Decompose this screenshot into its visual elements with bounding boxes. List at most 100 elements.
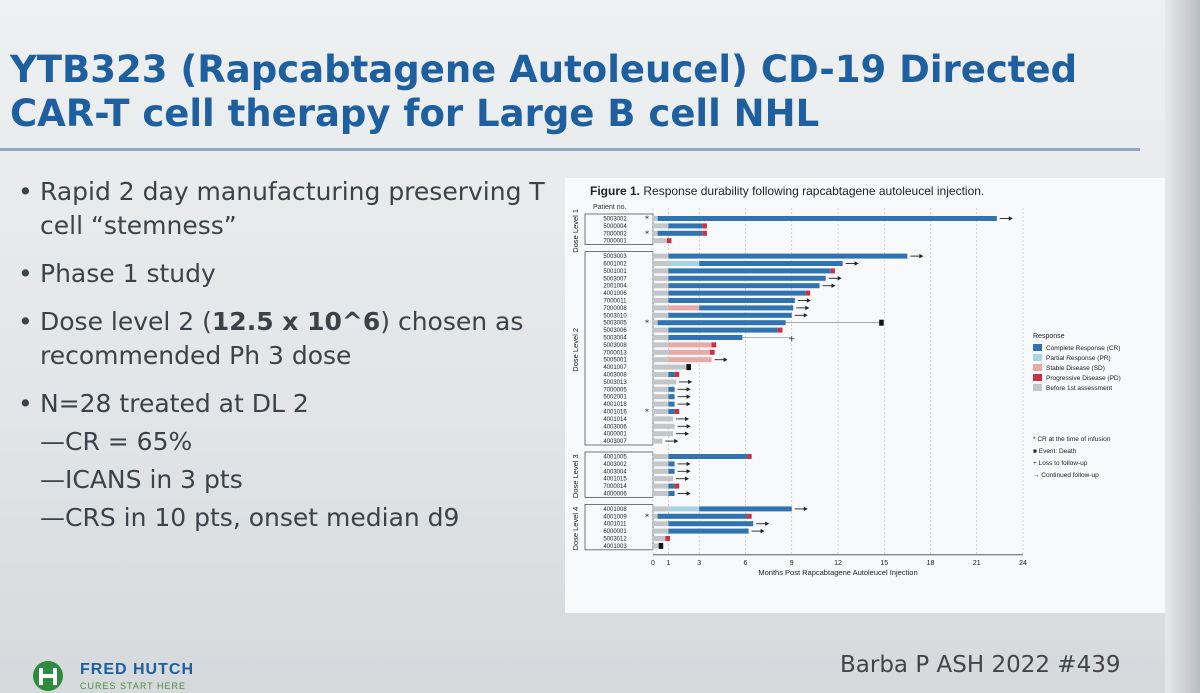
symbol-legend-label: ■ Event: Death xyxy=(1033,448,1077,455)
response-bar-before xyxy=(653,386,669,392)
response-bar-sd xyxy=(668,305,700,311)
response-bar-before xyxy=(653,261,669,266)
dose-group-label: Dose Level 2 xyxy=(571,328,580,372)
patient-id: 5003013 xyxy=(603,380,627,386)
response-bar-cr xyxy=(668,253,908,259)
bullet-item: Dose level 2 (12.5 x 10^6) chosen as rec… xyxy=(18,305,578,373)
response-bar-cr xyxy=(668,394,675,400)
death-marker xyxy=(879,319,884,326)
response-bar-before xyxy=(653,536,666,541)
symbol-legend-label: → Continued follow-up xyxy=(1033,472,1099,479)
arrow-head xyxy=(685,476,690,481)
patient-id: 4001016 xyxy=(603,410,627,416)
response-bar-before xyxy=(653,349,669,355)
arrow-head xyxy=(760,528,765,534)
arrow-head xyxy=(686,387,691,392)
dose-group-label: Dose Level 4 xyxy=(571,507,580,551)
cr-at-infusion-marker: * xyxy=(645,229,649,238)
x-tick-label: 24 xyxy=(1019,560,1027,567)
patient-id: 5003002 xyxy=(603,217,627,223)
patient-id: 4003008 xyxy=(603,373,627,379)
patient-id: 7000013 xyxy=(603,350,627,356)
response-bar-pd xyxy=(702,223,707,229)
patient-id: 7000008 xyxy=(603,306,627,312)
response-bar-before xyxy=(653,513,658,519)
response-bar-cr xyxy=(668,454,748,459)
response-bar-cr xyxy=(668,335,743,340)
response-bar-cr xyxy=(668,298,795,303)
response-bar-before xyxy=(653,409,669,414)
loss-to-follow-up-marker: + xyxy=(788,335,796,345)
patient-id: 5000004 xyxy=(603,224,627,230)
response-bar-cr xyxy=(699,506,792,512)
response-bar-cr xyxy=(668,283,820,289)
response-bar-cr xyxy=(699,261,843,266)
slide-title-line2: CAR-T cell therapy for Large B cell NHL xyxy=(10,92,820,135)
response-bar-pd xyxy=(674,372,680,377)
legend-swatch xyxy=(1033,384,1042,391)
response-bar-cr xyxy=(668,312,792,318)
response-bar-pd xyxy=(777,327,783,333)
legend-swatch xyxy=(1033,374,1042,381)
sub-bullet-item: —CRS in 10 pts, onset median d9 xyxy=(40,503,460,532)
bullet-item: Rapid 2 day manufacturing preserving T c… xyxy=(18,175,578,243)
legend-swatch xyxy=(1033,344,1042,351)
response-bar-cr xyxy=(668,372,675,377)
response-bar-cr xyxy=(668,528,749,534)
patient-id: 5003004 xyxy=(603,336,627,342)
response-bar-sd xyxy=(668,349,711,355)
patient-id: 5002001 xyxy=(603,395,627,401)
patient-id: 7000005 xyxy=(603,387,627,393)
arrow-head xyxy=(837,276,842,281)
patient-id: 2001004 xyxy=(603,284,627,290)
response-bar-before xyxy=(653,290,669,296)
response-bar-pd xyxy=(830,268,835,274)
x-tick-label: 18 xyxy=(927,560,935,567)
logo-name: FRED HUTCH xyxy=(80,661,194,678)
dose-group-box xyxy=(584,503,654,551)
slide-title-line1: YTB323 (Rapcabtagene Autoleucel) CD-19 D… xyxy=(10,48,1078,91)
response-bar-before xyxy=(653,230,658,236)
response-bar-pd xyxy=(674,409,680,414)
patient-id: 7000002 xyxy=(603,231,627,237)
figure-caption: Figure 1. Response durability following … xyxy=(590,184,984,198)
patient-id: 4001011 xyxy=(604,522,628,528)
x-tick-label: 3 xyxy=(697,560,701,567)
response-bar-before xyxy=(653,312,669,318)
response-bar-pd xyxy=(666,238,672,244)
legend-label: Complete Response (CR) xyxy=(1046,345,1120,352)
x-tick-label: 6 xyxy=(744,560,748,567)
response-bar-pd xyxy=(747,454,752,459)
response-bar-cr xyxy=(668,468,675,474)
response-bar-before xyxy=(653,298,669,303)
arrow-head xyxy=(686,394,691,399)
response-bar-cr xyxy=(657,230,703,236)
patient-id: 7000014 xyxy=(603,484,627,490)
patient-header: Patient no. xyxy=(593,204,627,211)
patient-id: 4000001 xyxy=(603,432,627,438)
title-divider xyxy=(0,148,1140,151)
dose-group-box xyxy=(584,451,654,498)
x-tick-label: 9 xyxy=(790,560,794,567)
arrow-head xyxy=(805,305,810,311)
bullet-item: N=28 treated at DL 2 xyxy=(18,387,578,421)
response-bar-before xyxy=(653,423,675,429)
patient-id: 6000001 xyxy=(603,529,627,535)
patient-id: 4001015 xyxy=(603,477,627,483)
response-bar-cr xyxy=(668,268,831,274)
response-bar-before xyxy=(653,521,669,527)
patient-id: 4001018 xyxy=(603,402,627,408)
response-bar-cr xyxy=(668,275,826,281)
patient-id: 4000006 xyxy=(603,492,627,498)
patient-id: 5005001 xyxy=(603,358,627,364)
arrow-head xyxy=(831,283,836,288)
response-bar-cr xyxy=(668,491,675,496)
symbol-legend-label: + Loss to follow-up xyxy=(1033,460,1088,467)
response-bar-pd xyxy=(747,513,752,519)
arrow-head xyxy=(674,438,679,444)
response-bar-before xyxy=(653,483,669,489)
response-bar-pd xyxy=(702,230,707,236)
arrow-head xyxy=(686,461,691,467)
patient-id: 4001014 xyxy=(603,417,627,423)
x-tick-label: 0 xyxy=(651,560,655,567)
